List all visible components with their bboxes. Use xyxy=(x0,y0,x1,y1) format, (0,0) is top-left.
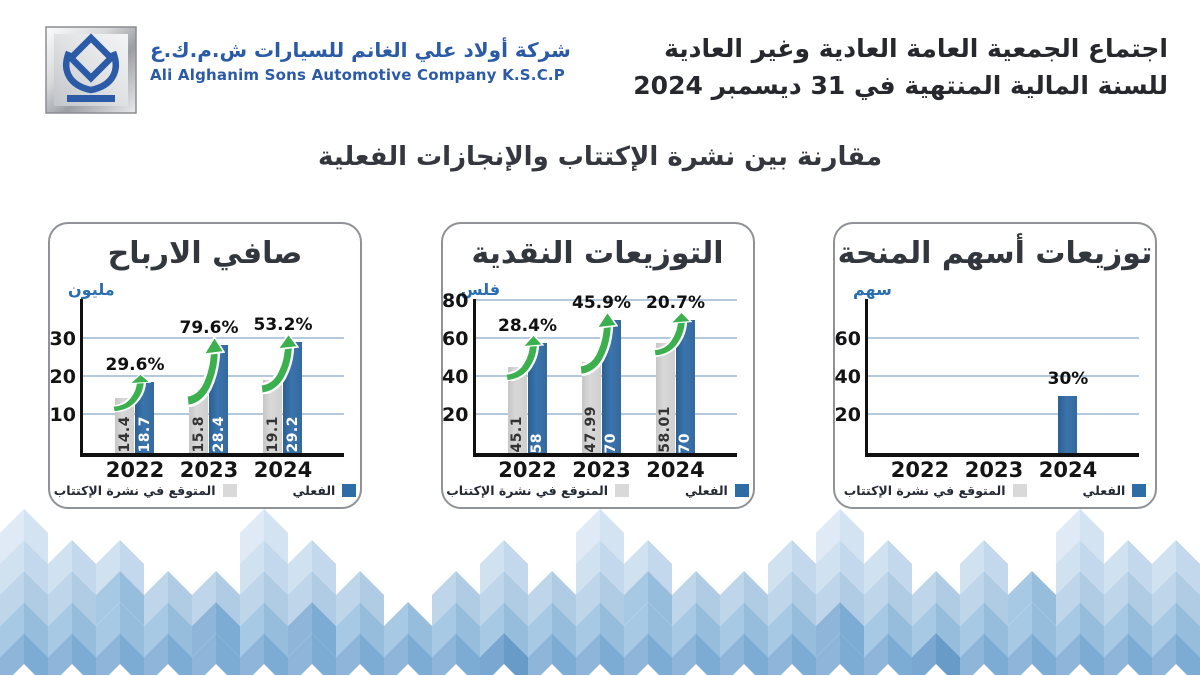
chart-unit-label: فلس xyxy=(460,280,501,299)
growth-percent-label: 20.7% xyxy=(646,293,705,314)
legend-expected-label: المتوقع في نشرة الإكتتاب xyxy=(843,483,1006,498)
actual-bar-value: 70 xyxy=(677,432,693,453)
year-label: 2024 xyxy=(646,458,705,482)
ali-alghanim-logo xyxy=(45,26,137,114)
actual-bar: 70 xyxy=(675,320,695,453)
year-label: 2023 xyxy=(572,458,631,482)
chart-title: توزيعات أسهم المنحة xyxy=(837,236,1153,271)
expected-bar-value: 58.01 xyxy=(657,406,673,453)
expected-swatch-icon xyxy=(615,484,630,497)
legend-item-actual: الفعلي xyxy=(685,483,749,498)
y-tick-label: 10 xyxy=(49,404,76,427)
legend-expected-label: المتوقع في نشرة الإكتتاب xyxy=(53,483,216,498)
year-label: 2022 xyxy=(105,458,165,482)
expected-bar-value: 45.1 xyxy=(509,416,525,453)
y-tick-label: 20 xyxy=(442,404,469,427)
company-logo-icon xyxy=(45,26,137,114)
y-gridline xyxy=(868,413,1139,416)
y-tick-label: 20 xyxy=(49,366,76,389)
year-label: 2023 xyxy=(179,458,239,482)
y-tick-label: 40 xyxy=(834,366,861,389)
actual-bar-value: 70 xyxy=(603,432,619,453)
y-tick-label: 30 xyxy=(49,328,76,351)
legend-actual-label: الفعلي xyxy=(1082,483,1126,498)
chart-legend: المتوقع في نشرة الإكتتاب الفعلي xyxy=(443,483,753,498)
growth-percent-label: 28.4% xyxy=(498,315,557,336)
company-name-block: شركة أولاد علي الغانم للسيارات ش.م.ك.ع A… xyxy=(150,38,571,85)
chart-card-bonus-shares: توزيعات أسهم المنحة سهم 20 40 60 2022 2023 30… xyxy=(833,222,1157,509)
growth-percent-label: 45.9% xyxy=(572,293,631,314)
page-title-line2: للسنة المالية المنتهية في 31 ديسمبر 2024 xyxy=(633,71,1168,100)
chevron-pattern-decoration xyxy=(0,509,1200,675)
y-gridline xyxy=(868,337,1139,340)
actual-bar: 58 xyxy=(527,342,547,453)
growth-percent-label: 30% xyxy=(1047,369,1089,390)
year-label: 2022 xyxy=(890,458,950,482)
chart-plot-area: 10 20 30 14.4 18.7 29.6% 2022 15.8 28.4 79.6% 2023… xyxy=(50,299,344,482)
chart-plot-area: 20 40 60 80 45.1 58 28.4% 2022 47.99 70 45.9% 2023 5… xyxy=(442,290,737,482)
expected-bar: 14.4 xyxy=(115,398,134,453)
actual-bar-value: 58 xyxy=(529,432,545,453)
growth-percent-label: 53.2% xyxy=(253,315,313,336)
legend-expected-label: المتوقع في نشرة الإكتتاب xyxy=(446,483,609,498)
expected-bar-value: 47.99 xyxy=(583,406,599,453)
y-gridline xyxy=(868,375,1139,378)
y-tick-label: 20 xyxy=(834,404,861,427)
growth-percent-label: 79.6% xyxy=(179,318,239,339)
growth-percent-label: 29.6% xyxy=(105,354,165,375)
year-label: 2023 xyxy=(964,458,1024,482)
y-tick-label: 60 xyxy=(834,328,861,351)
page-title: اجتماع الجمعية العامة العادية وغير العاد… xyxy=(633,30,1168,104)
comparison-subtitle: مقارنة بين نشرة الإكتتاب والإنجازات الفع… xyxy=(317,142,883,172)
y-tick-label: 80 xyxy=(442,290,469,313)
actual-bar: 70 xyxy=(601,320,621,453)
y-tick-label: 60 xyxy=(442,328,469,351)
year-label: 2022 xyxy=(498,458,557,482)
year-label: 2024 xyxy=(1038,458,1098,482)
expected-swatch-icon xyxy=(222,484,237,497)
company-name-arabic: شركة أولاد علي الغانم للسيارات ش.م.ك.ع xyxy=(150,38,571,62)
chart-card-cash-dividends: التوزيعات النقدية فلس 20 40 60 80 45.1 58 28.4… xyxy=(440,222,755,509)
year-label: 2024 xyxy=(253,458,313,482)
expected-bar: 47.99 xyxy=(581,361,601,453)
expected-bar: 58.01 xyxy=(655,342,675,453)
actual-swatch-icon xyxy=(734,484,749,497)
actual-swatch-icon xyxy=(342,484,357,497)
actual-bar: 29.2 xyxy=(283,342,302,453)
y-tick-label: 40 xyxy=(442,366,469,389)
legend-item-expected: المتوقع في نشرة الإكتتاب xyxy=(446,483,630,498)
legend-actual-label: الفعلي xyxy=(685,483,728,498)
company-name-english: Ali Alghanim Sons Automotive Company K.S… xyxy=(150,66,566,84)
expected-bar-value: 19.1 xyxy=(264,416,281,453)
actual-bar-value: 18.7 xyxy=(136,416,153,453)
legend-item-actual: الفعلي xyxy=(1083,483,1147,498)
chart-plot-area: 20 40 60 2022 2023 30% 2024 xyxy=(835,299,1139,482)
page-title-line1: اجتماع الجمعية العامة العادية وغير العاد… xyxy=(664,34,1168,63)
expected-bar: 19.1 xyxy=(263,380,282,453)
chart-legend: المتوقع في نشرة الإكتتاب الفعلي xyxy=(50,483,360,498)
actual-swatch-icon xyxy=(1132,484,1147,497)
chart-legend: المتوقع في نشرة الإكتتاب الفعلي xyxy=(835,483,1155,498)
actual-bar: 28.4 xyxy=(209,345,228,453)
expected-bar-value: 15.8 xyxy=(190,416,207,453)
actual-bar-value: 29.2 xyxy=(284,416,301,453)
y-gridline xyxy=(475,299,737,302)
actual-bar: 18.7 xyxy=(135,381,154,453)
chart-card-net-profit: صافي الارباح مليون 10 20 30 14.4 18.7 29.6% 20… xyxy=(48,222,362,509)
chart-title: صافي الارباح xyxy=(107,236,303,271)
actual-bar-value: 28.4 xyxy=(210,416,227,453)
chart-title: التوزيعات النقدية xyxy=(471,236,724,271)
legend-item-expected: المتوقع في نشرة الإكتتاب xyxy=(844,483,1027,498)
chart-unit-label: مليون xyxy=(68,280,115,299)
expected-bar: 45.1 xyxy=(507,367,527,453)
expected-bar-value: 14.4 xyxy=(116,416,133,453)
actual-bar xyxy=(1058,396,1077,453)
expected-swatch-icon xyxy=(1012,484,1027,497)
charts-row: صافي الارباح مليون 10 20 30 14.4 18.7 29.6% 20… xyxy=(0,222,1200,509)
legend-actual-label: الفعلي xyxy=(292,483,336,498)
chart-unit-label: سهم xyxy=(853,280,892,299)
expected-bar: 15.8 xyxy=(189,393,208,453)
legend-item-expected: المتوقع في نشرة الإكتتاب xyxy=(54,483,237,498)
legend-item-actual: الفعلي xyxy=(293,483,357,498)
